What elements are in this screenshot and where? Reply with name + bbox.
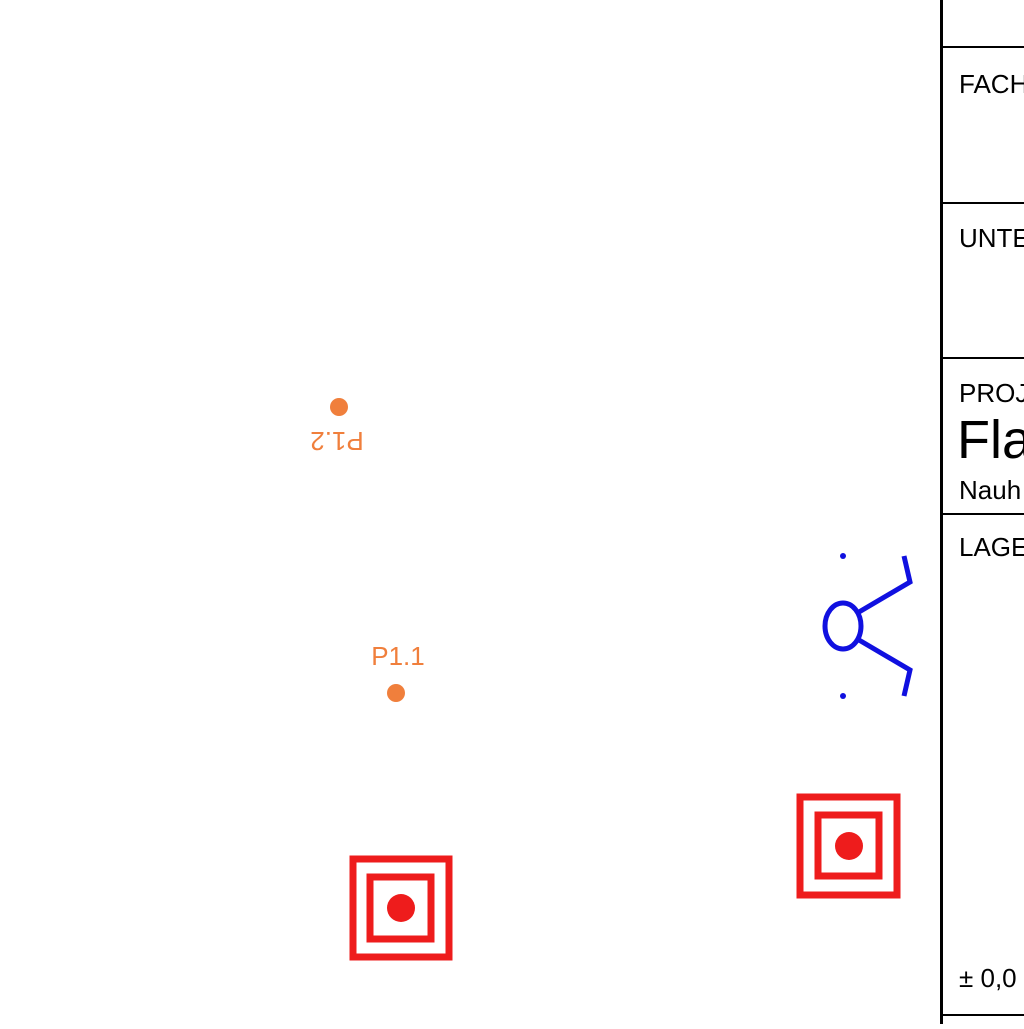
survey-point-p1-1[interactable]: P1.1 — [371, 641, 425, 702]
fach-label: FACH — [959, 69, 1024, 99]
proj-label: PROJ — [959, 378, 1024, 408]
title-block-divider — [943, 202, 1024, 204]
survey-point-icon — [330, 398, 348, 416]
drain-symbol[interactable] — [822, 553, 913, 699]
target-marker-left[interactable] — [349, 855, 453, 961]
target-marker-icon — [796, 793, 901, 899]
survey-point-icon — [387, 684, 405, 702]
project-subtitle: Nauh — [959, 475, 1022, 505]
lage-label: LAGE — [959, 532, 1024, 562]
title-block-divider — [943, 1014, 1024, 1016]
elevation-value: ± 0,0 — [959, 963, 1017, 993]
title-block-divider — [943, 357, 1024, 359]
project-name: Fla — [957, 410, 1024, 470]
title-block: FACH UNTE PROJ Fla Nauh LAGE ± 0,0 — [940, 0, 1024, 1024]
survey-point-p1-2[interactable]: P1.2 — [310, 398, 364, 456]
target-marker-right[interactable] — [796, 793, 901, 899]
drawing-area: P1.2 P1.1 — [310, 398, 913, 961]
point-label-p1-2: P1.2 — [310, 426, 364, 456]
target-marker-icon — [349, 855, 453, 961]
title-block-divider — [943, 513, 1024, 515]
unte-label: UNTE — [959, 223, 1024, 253]
title-block-divider — [943, 46, 1024, 48]
point-label-p1-1: P1.1 — [371, 641, 425, 671]
drain-symbol-icon — [822, 553, 913, 699]
